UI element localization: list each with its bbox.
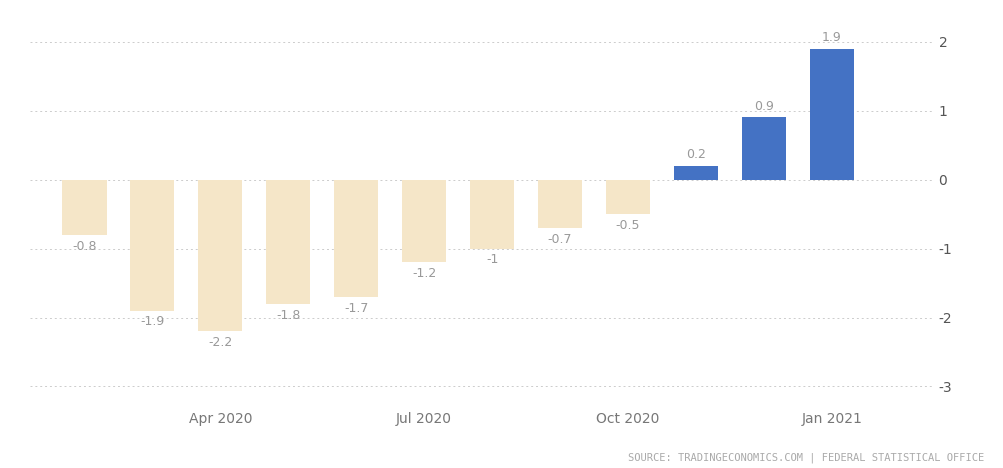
Text: 0.9: 0.9 <box>753 100 773 113</box>
Bar <box>62 180 106 235</box>
Text: -2.2: -2.2 <box>208 336 233 349</box>
Text: -1.2: -1.2 <box>411 267 436 280</box>
Text: -0.7: -0.7 <box>548 233 572 246</box>
Text: -0.5: -0.5 <box>615 219 640 232</box>
Text: SOURCE: TRADINGECONOMICS.COM | FEDERAL STATISTICAL OFFICE: SOURCE: TRADINGECONOMICS.COM | FEDERAL S… <box>627 453 983 463</box>
Text: -1.8: -1.8 <box>276 308 300 322</box>
Bar <box>741 117 785 180</box>
Text: 0.2: 0.2 <box>685 148 705 161</box>
Text: -1: -1 <box>485 253 497 266</box>
Bar <box>198 180 242 331</box>
Bar <box>809 49 853 180</box>
Bar <box>334 180 378 297</box>
Bar <box>469 180 514 249</box>
Bar <box>130 180 175 311</box>
Bar <box>266 180 310 304</box>
Text: -1.7: -1.7 <box>344 302 368 314</box>
Text: 1.9: 1.9 <box>821 31 841 44</box>
Bar <box>605 180 649 214</box>
Bar <box>673 166 717 180</box>
Text: -0.8: -0.8 <box>72 240 96 253</box>
Bar <box>401 180 445 263</box>
Text: -1.9: -1.9 <box>140 315 164 329</box>
Bar <box>538 180 582 228</box>
